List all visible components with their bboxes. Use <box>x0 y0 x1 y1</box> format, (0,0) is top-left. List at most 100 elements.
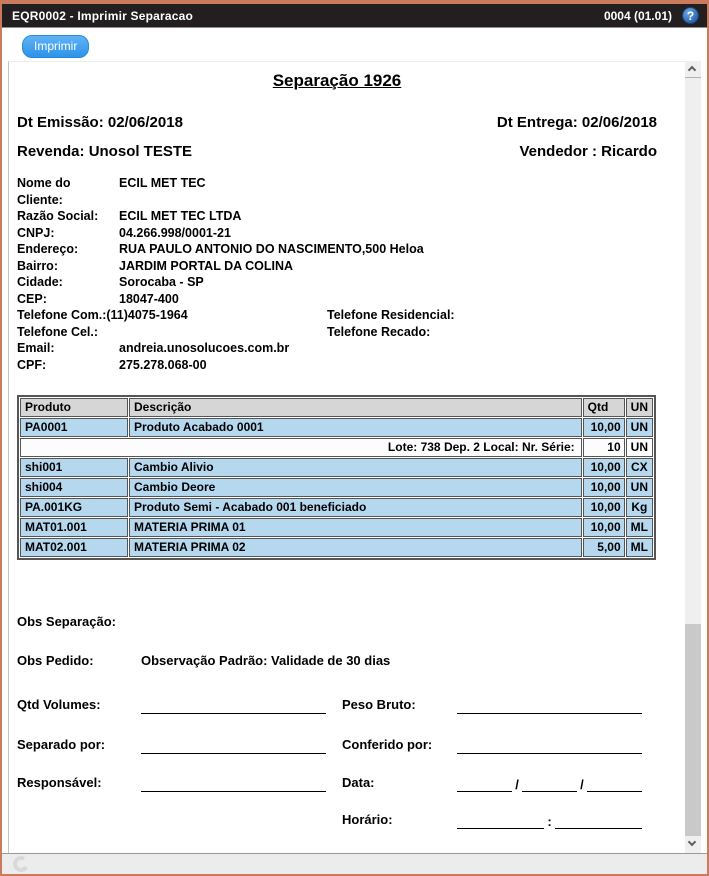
header-descricao: Descrição <box>129 398 582 417</box>
toolbar: Imprimir <box>2 28 707 61</box>
data-label: Data: <box>342 775 375 790</box>
fill-in-form: Qtd Volumes: Peso Bruto: Separado por: C… <box>17 697 657 829</box>
conferido-por-label: Conferido por: <box>342 737 433 752</box>
cell-qtd: 10,00 <box>582 458 625 477</box>
cell-qtd: 10 <box>582 438 625 457</box>
form-row: Responsável: Data: / / <box>17 775 657 792</box>
data-blanks: / / <box>457 777 642 792</box>
conferido-por-blank <box>457 739 642 754</box>
tel-com-label: Telefone Com.: <box>17 308 107 322</box>
obs-pedido-label: Obs Pedido: <box>17 653 94 668</box>
help-icon[interactable]: ? <box>682 7 699 24</box>
titlebar: EQR0002 - Imprimir Separacao 0004 (01.01… <box>2 4 707 28</box>
cell-produto: PA0001 <box>20 418 128 437</box>
client-row-tel-com: Telefone Com.: (11)4075-1964 Telefone Re… <box>17 307 657 324</box>
header-qtd: Qtd <box>582 398 625 417</box>
chevron-up-icon <box>687 65 697 75</box>
qtd-volumes-blank <box>141 699 326 714</box>
cell-un: UN <box>625 438 653 457</box>
cpf-label: CPF: <box>17 357 47 372</box>
cell-qtd: 10,00 <box>582 478 625 497</box>
date-separator: / <box>580 777 584 792</box>
nome-value: ECIL MET TEC <box>119 176 206 190</box>
client-row-endereco: Endereço: RUA PAULO ANTONIO DO NASCIMENT… <box>17 241 657 258</box>
tel-res-label: Telefone Residencial: <box>327 308 455 322</box>
cnpj-value: 04.266.998/0001-21 <box>119 225 231 240</box>
client-row-razao: Razão Social: ECIL MET TEC LTDA <box>17 208 657 225</box>
tel-recado-label: Telefone Recado: <box>327 324 431 339</box>
dates-row: Dt Emissão: 02/06/2018 Dt Entrega: 02/06… <box>17 114 657 131</box>
table-row: PA0001 Produto Acabado 0001 10,00 UN <box>20 418 653 437</box>
qtd-volumes-label: Qtd Volumes: <box>17 697 101 712</box>
bairro-label: Bairro: <box>17 258 58 273</box>
time-separator: : <box>547 814 552 829</box>
email-value: andreia.unosolucoes.com.br <box>119 341 290 355</box>
razao-label: Razão Social: <box>17 209 99 223</box>
spinner-icon <box>11 854 31 874</box>
peso-bruto-blank <box>457 699 642 714</box>
vendedor: Vendedor : Ricardo <box>519 143 657 160</box>
cell-descricao: MATERIA PRIMA 02 <box>129 538 582 557</box>
cell-un: UN <box>625 478 653 497</box>
vertical-scrollbar[interactable] <box>685 61 701 853</box>
document-title: Separação 1926 <box>272 71 402 90</box>
separation-document: Separação 1926 Dt Emissão: 02/06/2018 Dt… <box>8 61 685 853</box>
email-label: Email: <box>17 341 55 355</box>
client-row-cpf: CPF: 275.278.068-00 <box>17 357 657 374</box>
client-row-tel-cel: Telefone Cel.: Telefone Recado: <box>17 324 657 341</box>
cidade-label: Cidade: <box>17 275 63 289</box>
obs-separacao-label: Obs Separação: <box>17 614 116 629</box>
cell-descricao: Produto Acabado 0001 <box>129 418 582 437</box>
separado-por-blank <box>141 739 326 754</box>
document-frame: Separação 1926 Dt Emissão: 02/06/2018 Dt… <box>2 61 707 853</box>
cell-descricao: Cambio Alivio <box>129 458 582 477</box>
cell-produto: PA.001KG <box>20 498 128 517</box>
cell-descricao: Cambio Deore <box>129 478 582 497</box>
revenda-row: Revenda: Unosol TESTE Vendedor : Ricardo <box>17 143 657 160</box>
client-row-cidade: Cidade: Sorocaba - SP <box>17 274 657 291</box>
table-row-lote: Lote: 738 Dep. 2 Local: Nr. Série: 10 UN <box>20 438 653 457</box>
tel-cel-label: Telefone Cel.: <box>17 324 99 339</box>
print-button[interactable]: Imprimir <box>22 35 90 58</box>
header-produto: Produto <box>20 398 128 417</box>
obs-pedido-value: Observação Padrão: Validade de 30 dias <box>141 653 391 668</box>
window-title: EQR0002 - Imprimir Separacao <box>12 8 194 23</box>
cell-qtd: 10,00 <box>582 518 625 537</box>
status-bar <box>2 853 707 874</box>
table-row: shi001 Cambio Alivio 10,00 CX <box>20 458 653 477</box>
data-day-blank <box>457 777 513 792</box>
client-row-email: Email: andreia.unosolucoes.com.br <box>17 340 657 357</box>
form-row: Qtd Volumes: Peso Bruto: <box>17 697 657 714</box>
endereco-value: RUA PAULO ANTONIO DO NASCIMENTO,500 Helo… <box>119 242 424 256</box>
scroll-up-button[interactable] <box>685 61 701 78</box>
cell-qtd: 10,00 <box>582 498 625 517</box>
form-row: Horário: : <box>17 812 657 829</box>
cell-un: ML <box>625 538 653 557</box>
data-year-blank <box>586 777 642 792</box>
table-row: PA.001KG Produto Semi - Acabado 001 bene… <box>20 498 653 517</box>
client-info: Nome do Cliente: ECIL MET TEC Razão Soci… <box>17 175 657 373</box>
responsavel-label: Responsável: <box>17 775 102 790</box>
cep-value: 18047-400 <box>119 291 179 306</box>
chevron-down-icon <box>687 837 697 847</box>
cell-produto: MAT01.001 <box>20 518 128 537</box>
scroll-down-button[interactable] <box>685 836 701 853</box>
table-row: MAT01.001 MATERIA PRIMA 01 10,00 ML <box>20 518 653 537</box>
horario-label: Horário: <box>342 812 393 827</box>
scrollbar-thumb[interactable] <box>685 623 701 836</box>
dt-emissao: Dt Emissão: 02/06/2018 <box>17 114 183 131</box>
bairro-value: JARDIM PORTAL DA COLINA <box>119 258 294 273</box>
horario-minute-blank <box>554 814 642 829</box>
date-separator: / <box>515 777 519 792</box>
client-row-bairro: Bairro: JARDIM PORTAL DA COLINA <box>17 258 657 275</box>
scrollbar-track[interactable] <box>685 78 701 836</box>
cep-label: CEP: <box>17 291 47 306</box>
cpf-value: 275.278.068-00 <box>119 357 207 372</box>
peso-bruto-label: Peso Bruto: <box>342 697 416 712</box>
nome-label: Nome do Cliente: <box>17 176 71 207</box>
obs-pedido-row: Obs Pedido: Observação Padrão: Validade … <box>17 653 657 668</box>
cell-un: CX <box>625 458 653 477</box>
horario-blanks: : <box>457 814 642 829</box>
client-row-cep: CEP: 18047-400 <box>17 291 657 308</box>
